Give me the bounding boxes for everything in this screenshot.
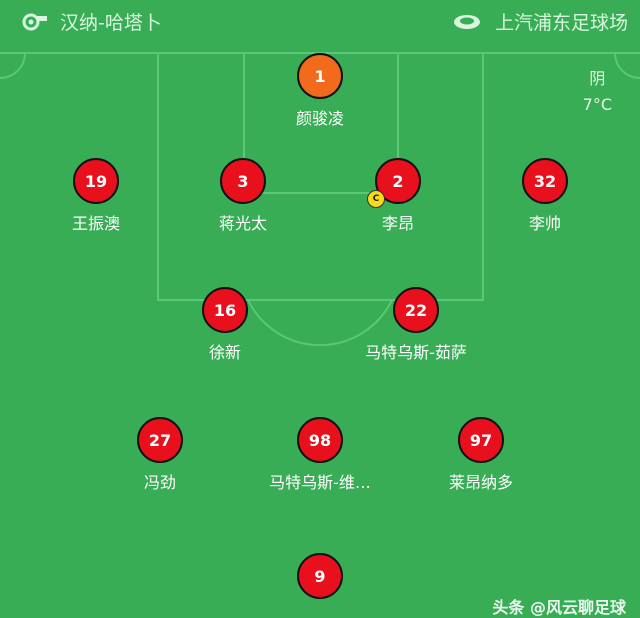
- weather-condition: 阴: [589, 69, 606, 88]
- player-number-badge: 97: [458, 417, 504, 463]
- player-name: 王振澳: [71, 214, 120, 233]
- player-number-badge: 19: [73, 158, 119, 204]
- weather-temperature: 7°C: [582, 95, 612, 114]
- player-2[interactable]: 2 C 李昂: [318, 158, 478, 234]
- player-name: 莱昂纳多: [448, 473, 513, 492]
- player-number: 22: [404, 300, 428, 320]
- player-number-badge: 32: [522, 158, 568, 204]
- player-97[interactable]: 97 莱昂纳多: [401, 417, 561, 493]
- venue-name: 上汽浦东足球场: [494, 12, 628, 34]
- player-9[interactable]: 9: [240, 553, 400, 605]
- player-98[interactable]: 98 马特乌斯-维…: [240, 417, 400, 493]
- player-name: 冯劲: [143, 473, 176, 492]
- player-number-badge: 1: [297, 53, 343, 99]
- player-name: 李昂: [381, 214, 414, 233]
- player-number: 98: [308, 430, 332, 450]
- player-number-badge: 3: [220, 158, 266, 204]
- player-32[interactable]: 32 李帅: [465, 158, 625, 234]
- player-name: 颜骏凌: [295, 109, 344, 128]
- team-name: 汉纳-哈塔卜: [60, 12, 162, 34]
- player-number: 97: [469, 430, 493, 450]
- venue-info: 上汽浦东足球场: [453, 8, 628, 35]
- player-name: 马特乌斯-维…: [269, 473, 371, 492]
- player-number: 9: [314, 566, 326, 586]
- player-number-badge: 9: [297, 553, 343, 599]
- player-number-badge: 98: [297, 417, 343, 463]
- player-19[interactable]: 19 王振澳: [16, 158, 176, 234]
- player-name: 徐新: [208, 343, 241, 362]
- captain-badge: C: [367, 190, 385, 208]
- player-3[interactable]: 3 蒋光太: [163, 158, 323, 234]
- stadium-icon: [453, 14, 480, 29]
- player-22[interactable]: 22 马特乌斯-茹萨: [336, 287, 496, 363]
- watermark: 头条 @风云聊足球: [492, 598, 626, 617]
- player-number: 32: [533, 171, 557, 191]
- player-number: 1: [314, 66, 326, 86]
- player-name: 蒋光太: [218, 214, 267, 233]
- player-number-badge: 22: [393, 287, 439, 333]
- player-number: 2: [392, 171, 404, 191]
- player-1[interactable]: 1 颜骏凌: [240, 53, 400, 129]
- player-16[interactable]: 16 徐新: [145, 287, 305, 363]
- player-number-badge: 16: [202, 287, 248, 333]
- weather: 阴 7°C: [583, 66, 612, 118]
- team-info: 汉纳-哈塔卜: [22, 8, 162, 35]
- player-number: 16: [213, 300, 237, 320]
- player-name: 马特乌斯-茹萨: [365, 343, 467, 362]
- match-header: 汉纳-哈塔卜 上汽浦东足球场: [0, 0, 640, 52]
- player-27[interactable]: 27 冯劲: [80, 417, 240, 493]
- player-number: 19: [84, 171, 108, 191]
- player-number: 3: [237, 171, 249, 191]
- whistle-icon: [22, 13, 47, 30]
- player-name: 李帅: [528, 214, 561, 233]
- player-number: 27: [148, 430, 172, 450]
- player-number-badge: 27: [137, 417, 183, 463]
